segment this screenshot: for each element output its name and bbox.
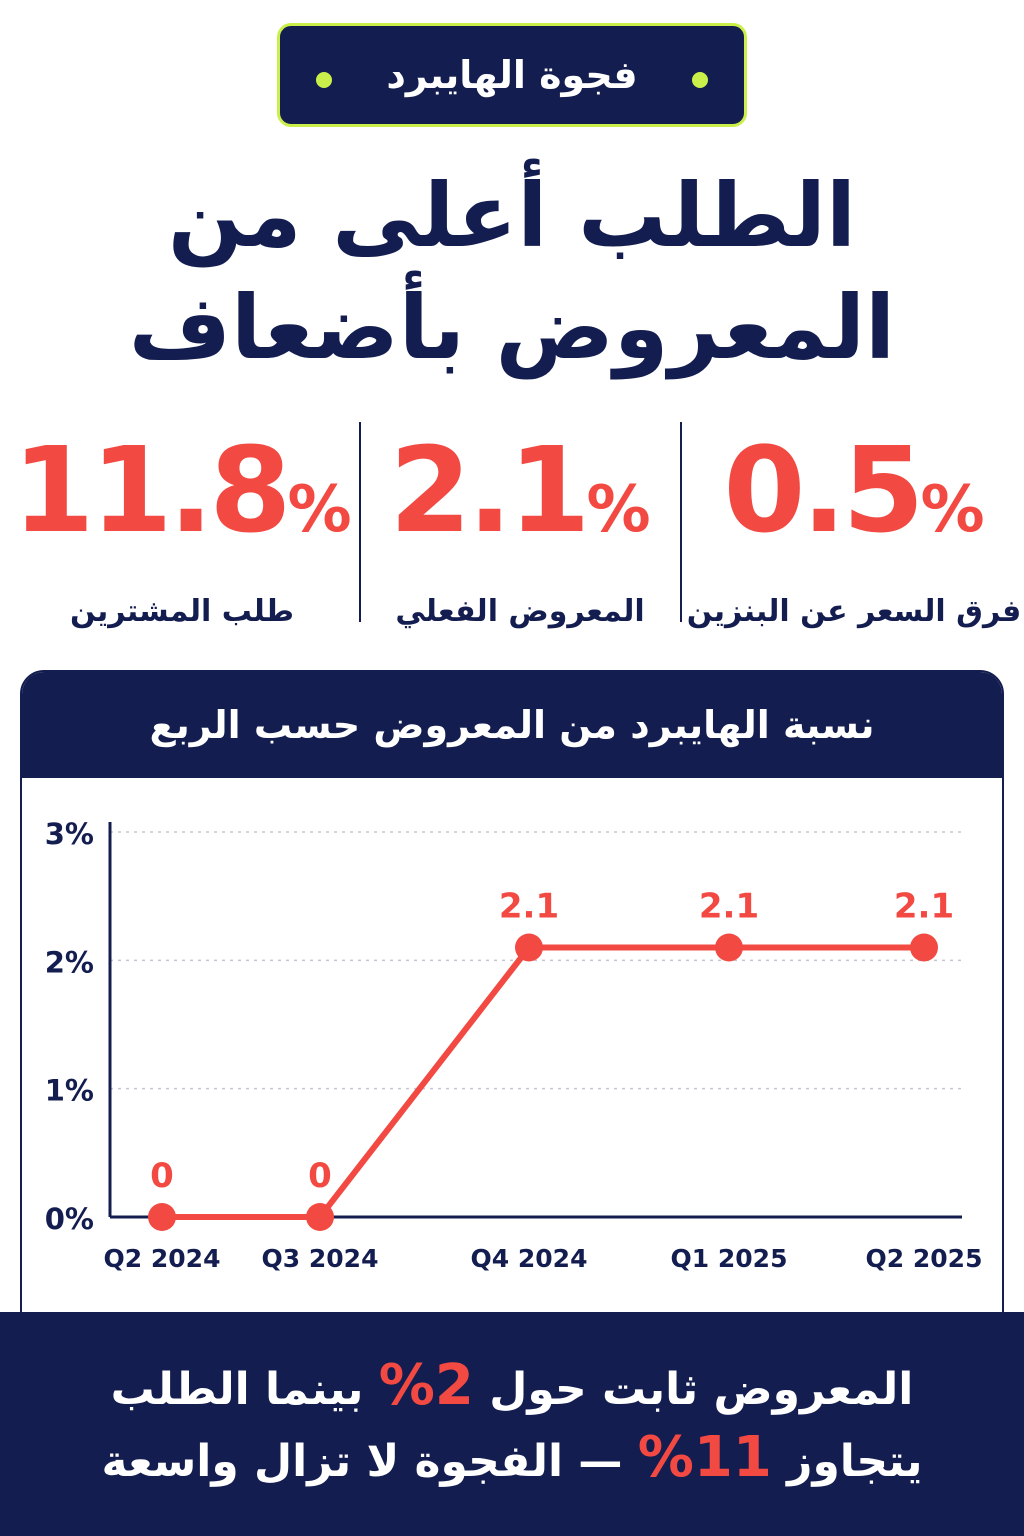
data-label: 0 bbox=[150, 1156, 174, 1196]
x-tick-label: Q3 2024 bbox=[262, 1244, 379, 1273]
footer-banner: المعروض ثابت حول 2% بينما الطلب يتجاوز 1… bbox=[0, 1312, 1024, 1536]
data-label: 2.1 bbox=[699, 887, 759, 927]
y-tick-label: 2% bbox=[45, 945, 94, 979]
data-point bbox=[515, 933, 543, 962]
series-line bbox=[159, 944, 927, 1220]
y-tick-label: 1% bbox=[45, 1074, 94, 1108]
data-point bbox=[148, 1203, 176, 1231]
data-label: 0 bbox=[308, 1156, 332, 1196]
stat-buyer-demand-label: طلب المشترين bbox=[69, 594, 295, 629]
data-point bbox=[715, 933, 743, 962]
stat-price-gap-label: فرق السعر عن البنزين bbox=[686, 594, 1022, 629]
data-label: 2.1 bbox=[894, 887, 954, 927]
line-chart: 0% 1% 2% 3% Q2 2024 Q3 2024 Q4 2024 Q1 2025 Q2 2… bbox=[45, 817, 983, 1273]
stat-price-gap: 0.5% فرق السعر عن البنزين bbox=[684, 420, 1024, 629]
footer-highlight-supply: 2% bbox=[378, 1353, 474, 1418]
data-label: 2.1 bbox=[499, 887, 559, 927]
x-tick-label: Q2 2025 bbox=[866, 1244, 983, 1273]
stat-divider-right bbox=[680, 422, 682, 622]
badge-dot-right bbox=[692, 72, 708, 88]
footer-highlight-demand: 11% bbox=[637, 1425, 772, 1490]
badge-text: فجوة الهايبرد bbox=[386, 53, 638, 97]
headline-line-1: الطلب أعلى من bbox=[167, 164, 857, 267]
stat-actual-supply-value: 2.1% bbox=[389, 421, 651, 559]
stat-actual-supply: 2.1% المعروض الفعلي bbox=[350, 420, 690, 629]
stat-price-gap-value: 0.5% bbox=[723, 421, 985, 559]
data-point bbox=[910, 933, 938, 962]
footer-line-2: يتجاوز 11% — الفجوة لا تزال واسعة bbox=[101, 1425, 923, 1490]
chart-title: نسبة الهايبرد من المعروض حسب الربع bbox=[22, 672, 1002, 778]
stat-buyer-demand-value: 11.8% bbox=[12, 421, 352, 559]
stat-actual-supply-label: المعروض الفعلي bbox=[395, 594, 645, 629]
stat-buyer-demand: 11.8% طلب المشترين bbox=[12, 420, 352, 629]
stats-row: 0.5% فرق السعر عن البنزين 2.1% المعروض ا… bbox=[0, 420, 1024, 629]
x-tick-label: Q4 2024 bbox=[471, 1244, 588, 1273]
stat-divider-left bbox=[359, 422, 361, 622]
x-tick-label: Q1 2025 bbox=[671, 1244, 788, 1273]
headline: الطلب أعلى من المعروض بأضعاف bbox=[0, 160, 1024, 384]
category-badge: فجوة الهايبرد bbox=[277, 23, 747, 127]
data-point bbox=[306, 1203, 334, 1231]
x-tick-label: Q2 2024 bbox=[104, 1244, 221, 1273]
footer-line-1: المعروض ثابت حول 2% بينما الطلب bbox=[110, 1353, 914, 1418]
badge-dot-left bbox=[316, 72, 332, 88]
y-tick-label: 3% bbox=[45, 817, 94, 851]
y-tick-label: 0% bbox=[45, 1202, 94, 1236]
chart-panel: نسبة الهايبرد من المعروض حسب الربع 0% 1% 2… bbox=[20, 670, 1004, 1370]
headline-line-2: المعروض بأضعاف bbox=[128, 276, 896, 379]
